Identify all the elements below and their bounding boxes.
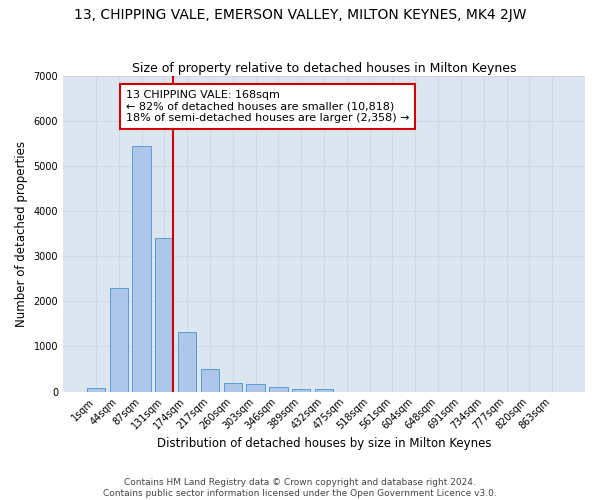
Bar xyxy=(269,388,287,392)
X-axis label: Distribution of detached houses by size in Milton Keynes: Distribution of detached houses by size … xyxy=(157,437,491,450)
Bar xyxy=(133,146,151,392)
Bar xyxy=(155,238,173,392)
Bar xyxy=(292,389,310,392)
Bar xyxy=(201,370,219,392)
Y-axis label: Number of detached properties: Number of detached properties xyxy=(15,140,28,326)
Bar xyxy=(247,384,265,392)
Bar xyxy=(110,288,128,392)
Text: Contains HM Land Registry data © Crown copyright and database right 2024.
Contai: Contains HM Land Registry data © Crown c… xyxy=(103,478,497,498)
Bar xyxy=(87,388,105,392)
Bar xyxy=(224,383,242,392)
Title: Size of property relative to detached houses in Milton Keynes: Size of property relative to detached ho… xyxy=(132,62,516,74)
Bar xyxy=(178,332,196,392)
Text: 13, CHIPPING VALE, EMERSON VALLEY, MILTON KEYNES, MK4 2JW: 13, CHIPPING VALE, EMERSON VALLEY, MILTO… xyxy=(74,8,526,22)
Text: 13 CHIPPING VALE: 168sqm
← 82% of detached houses are smaller (10,818)
18% of se: 13 CHIPPING VALE: 168sqm ← 82% of detach… xyxy=(125,90,409,123)
Bar xyxy=(315,389,333,392)
